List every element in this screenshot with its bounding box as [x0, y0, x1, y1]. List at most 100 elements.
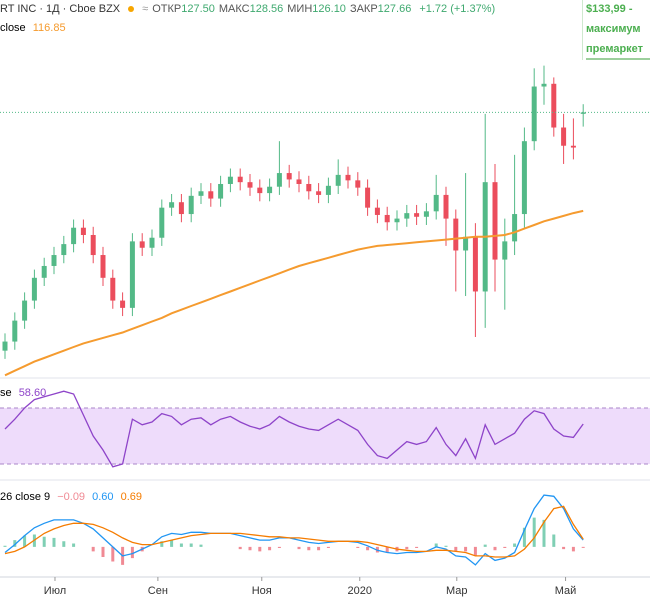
rsi-value: 58.60	[18, 387, 47, 399]
candle-body	[570, 145, 576, 148]
macd-histogram-bar	[493, 546, 497, 551]
candle-body	[61, 244, 67, 256]
macd-name: 26 close 9	[0, 491, 51, 503]
x-tick-label: 2020	[348, 585, 372, 597]
candle-body	[2, 341, 8, 351]
macd-histogram-bar	[522, 527, 526, 547]
candle-body	[463, 236, 469, 251]
x-tick-label: Ноя	[252, 585, 272, 597]
candle-body	[472, 236, 478, 292]
macd-histogram-bar	[13, 540, 17, 547]
candle-body	[335, 174, 341, 186]
candle-body	[139, 241, 145, 248]
candle-body	[355, 180, 361, 188]
legend-value: 127.66	[377, 3, 412, 15]
signal-line	[4, 505, 584, 558]
candle-body	[414, 213, 420, 217]
macd-histogram-bar	[23, 535, 27, 547]
legend-label: МИН	[287, 3, 313, 15]
candle-body	[551, 83, 557, 128]
candle-body	[188, 195, 194, 215]
candle-body	[178, 202, 184, 215]
macd-histogram-bar	[160, 541, 164, 547]
macd-histogram-bar	[179, 543, 183, 547]
macd-histogram-bar	[297, 546, 301, 550]
annotation-line: премаркет	[586, 40, 650, 60]
macd-histogram-bar	[473, 546, 477, 556]
ohlc-legend: ОТКР127.50 МАКС128.56 МИН126.10 ЗАКР127.66	[152, 3, 415, 15]
header: RT INC · 1Д · Cboe BZX ≈ ОТКР127.50 МАКС1…	[0, 3, 495, 15]
macd-histogram-bar	[72, 543, 76, 547]
macd-histogram-bar	[552, 534, 556, 547]
candle-body	[12, 320, 18, 342]
candle-body	[41, 265, 47, 278]
candle-body	[384, 214, 390, 223]
legend-label: ЗАКР	[349, 3, 378, 15]
candle-body	[521, 141, 527, 215]
macd-histogram-bar	[454, 546, 458, 552]
macd-histogram-bar	[581, 546, 585, 548]
candle-body	[120, 300, 126, 308]
annotation-line: максимум	[586, 23, 641, 35]
candle-body	[247, 182, 253, 188]
macd-histogram-bar	[42, 536, 46, 547]
macd-histogram-bar	[326, 546, 330, 548]
candle-body	[267, 186, 273, 194]
macd-histogram-bar	[258, 546, 262, 552]
candle-body	[169, 202, 175, 208]
macd-histogram-bar	[415, 546, 419, 548]
macd-histogram-bar	[513, 543, 517, 547]
macd-histogram-bar	[532, 517, 536, 547]
macd-histogram-bar	[189, 543, 193, 547]
macd-histogram-bar	[170, 540, 174, 547]
macd-histogram-bar	[464, 546, 468, 552]
macd-histogram-bar	[199, 544, 203, 547]
symbol-title: RT INC · 1Д · Cboe BZX	[0, 3, 121, 15]
legend-value: 127.50	[181, 3, 215, 15]
macd-histogram-bar	[317, 546, 321, 551]
macd-histogram-bar	[571, 546, 575, 552]
ma-line	[4, 209, 584, 377]
candle-body	[257, 187, 263, 194]
candle-body	[80, 227, 86, 235]
rsi-line	[4, 390, 584, 468]
sun-icon	[128, 6, 135, 12]
legend-label: ОТКР	[152, 3, 182, 15]
macd-histogram-bar	[366, 546, 370, 551]
ma-value: 116.85	[32, 22, 66, 34]
candle-body	[365, 187, 371, 208]
macd-legend: 26 close 9 −0.09 0.60 0.69	[0, 491, 142, 503]
candle-body	[531, 86, 537, 142]
macd-histogram-bar	[277, 546, 281, 548]
rsi-name: se	[0, 387, 12, 399]
macd-histogram-bar	[356, 546, 360, 548]
legend-value: 128.56	[249, 3, 284, 15]
rsi-band	[0, 407, 650, 465]
macd-histogram-bar	[562, 546, 566, 550]
candle-body	[443, 194, 449, 219]
candle-body	[325, 185, 331, 195]
macd-histogram-bar	[130, 546, 134, 559]
rsi-legend: se 58.60	[0, 387, 46, 399]
candle-body	[22, 300, 28, 321]
candle-body	[512, 214, 518, 242]
candle-body	[404, 213, 410, 219]
candle-body	[100, 255, 106, 278]
candle-body	[580, 112, 586, 114]
x-tick-label: Июл	[44, 585, 66, 597]
wave-icon: ≈	[142, 3, 149, 15]
hist-value: −0.09	[57, 491, 86, 503]
macd-histogram-bar	[444, 545, 448, 547]
candle-body	[71, 227, 77, 245]
candle-body	[492, 182, 498, 260]
macd-histogram-bar	[91, 546, 95, 552]
legend-value: 126.10	[312, 3, 346, 15]
ma-legend: close 116.85	[0, 22, 66, 34]
candle-body	[31, 277, 37, 301]
macd-histogram-bar	[238, 546, 242, 550]
macd-histogram-bar	[483, 544, 487, 547]
signal-value: 0.69	[120, 491, 143, 503]
macd-histogram-bar	[268, 546, 272, 551]
